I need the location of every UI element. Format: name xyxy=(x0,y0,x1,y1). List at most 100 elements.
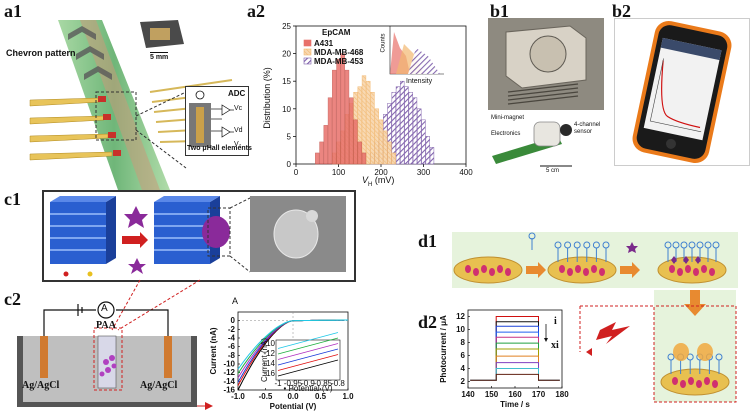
electrode-left-label: Ag/AgCl xyxy=(22,380,60,391)
d1-final-state xyxy=(656,318,734,400)
d1-stage2-probe-head-2 xyxy=(573,241,581,249)
d1-stage2-probe-head-0 xyxy=(554,241,562,249)
d1-free-probe-head xyxy=(528,232,536,240)
d1-final-platform xyxy=(660,368,730,396)
d1-final-dot-0 xyxy=(672,377,678,385)
iv-xtick-label-1: -0.5 xyxy=(259,392,273,401)
d1-stage3-dot-1 xyxy=(677,268,683,276)
a2-bar-MDA-MB-453-14 xyxy=(429,147,435,165)
a2-inset-peak-453 xyxy=(408,48,440,74)
a2-histogram: 0 100 200 300 400 0 5 10 15 20 25 A431 MDA-MB-468 MDA… xyxy=(262,18,482,190)
pc-ylabel: Photocurrent / μA xyxy=(439,315,448,383)
iv-series-5 xyxy=(237,319,348,370)
iv-ylabel: Current (nA) xyxy=(209,327,218,374)
d1-final-bound-2 xyxy=(697,343,713,361)
panel-label-a2: a2 xyxy=(247,1,265,21)
two-hall-elements-label: Two μHall elements xyxy=(187,145,252,152)
iv-inset-series-2 xyxy=(277,348,339,366)
iv-inset-ylabel: Current (nA) xyxy=(260,338,269,382)
iv-ytick-label-1: -2 xyxy=(228,325,236,334)
d1-stage3-dot-0 xyxy=(669,265,675,273)
c2-cell-drawing xyxy=(17,301,197,407)
iv-xtick-label-0: -1.0 xyxy=(231,392,245,401)
pc-ytick-label-5: 12 xyxy=(456,312,465,321)
a2-bar-MDA-MB-453-6 xyxy=(395,86,401,165)
iv-ytick-label-8: -16 xyxy=(223,386,235,395)
d1-arrow-2 xyxy=(620,262,640,278)
c1-schematic xyxy=(42,190,356,282)
pc-xtick-label-2: 160 xyxy=(508,390,522,399)
a2-xtick-label-0: 0 xyxy=(294,168,299,177)
b2-phone-drawing xyxy=(632,20,732,164)
d1-arrow-1 xyxy=(526,262,546,278)
electrode-right-label: Ag/AgCl xyxy=(140,380,178,391)
pc-xtick-label-1: 150 xyxy=(485,390,499,399)
a2-xtick-label-1: 100 xyxy=(332,168,346,177)
a2-ytick-label-2: 10 xyxy=(282,105,291,114)
iv-xtick-label-4: 1.0 xyxy=(342,392,354,401)
iv-corner-label: A xyxy=(232,296,239,306)
d1-stage3-probe-head-2 xyxy=(680,241,688,249)
c2-iv-chart: -1.0 -0.5 0.0 0.5 1.0 0 -2 -4 -6 -8 -10 -12 -14 -16 -1… xyxy=(209,296,360,415)
a2-bar-MDA-MB-468-14 xyxy=(391,152,396,165)
a2-bar-MDA-MB-453-13 xyxy=(425,136,430,165)
d1-final-dot-4 xyxy=(704,377,710,385)
d1-stage1-dot-1 xyxy=(473,268,479,276)
d1-stage1-dot-2 xyxy=(481,265,487,273)
d1-stage2-probe-head-1 xyxy=(564,241,572,249)
d1-scheme-drawing xyxy=(453,232,727,284)
a2-ytick-label-5: 25 xyxy=(282,22,291,31)
a2-bar-MDA-MB-453-11 xyxy=(417,108,422,165)
pc-ytick-label-3: 8 xyxy=(461,338,466,347)
d1-stage3-target-1 xyxy=(683,256,689,264)
d1-stage3-target-0 xyxy=(671,256,677,264)
b1-scale-label: 5 cm xyxy=(546,168,560,174)
electronics-label: Electronics xyxy=(491,131,521,137)
panel-label-c1: c1 xyxy=(4,189,21,209)
a2-legend-label-2: MDA-MB-453 xyxy=(314,57,364,66)
iv-inset-series-5 xyxy=(277,332,339,349)
four-channel-sensor-label: 4-channel sensor xyxy=(574,122,601,135)
iv-inset-xtick-label-2: -0.9 xyxy=(301,379,315,388)
iv-inset-xtick-label-3: -0.85 xyxy=(314,379,333,388)
vc-label: Vc xyxy=(234,105,243,112)
a2-legend-title: EpCAM xyxy=(322,28,351,37)
iv-inset-ytick-label-3: -16 xyxy=(263,369,275,378)
d2-label-xi: xi xyxy=(551,340,559,351)
a2-bar-MDA-MB-453-10 xyxy=(412,97,418,165)
a2-histogram-svg: 0 100 200 300 400 0 5 10 15 20 25 A431MDA-MB-468MDA… xyxy=(282,22,473,177)
iv-inset-ytick-label-2: -14 xyxy=(263,359,275,368)
pc-xtick-label-0: 140 xyxy=(461,390,475,399)
d1-final-bound-1 xyxy=(673,343,689,361)
d1-scheme xyxy=(452,232,738,288)
a2-xlabel-sub: H xyxy=(368,181,373,188)
a2-xtick-label-2: 200 xyxy=(374,168,388,177)
iv-ytick-label-7: -14 xyxy=(223,377,235,386)
iv-inset-ytick-label-1: -12 xyxy=(263,349,275,358)
a2-bar-A431-5 xyxy=(336,58,341,165)
d2-label-i: i xyxy=(554,316,557,327)
iv-inset-series-1 xyxy=(277,354,339,371)
a2-bar-MDA-MB-453-12 xyxy=(421,119,426,165)
d1-stage3-dot-3 xyxy=(693,268,699,276)
a2-bar-MDA-MB-468-12 xyxy=(383,130,388,165)
chevron-pattern-label: Chevron pattern xyxy=(6,48,76,58)
a2-xtick-label-4: 400 xyxy=(459,168,473,177)
d1-stage3-probe-head-5 xyxy=(704,241,712,249)
a2-bar-MDA-MB-468-11 xyxy=(378,119,384,165)
d1-stage3-probe-head-1 xyxy=(672,241,680,249)
vd-label: Vd xyxy=(234,127,243,134)
a2-ytick-label-0: 0 xyxy=(287,160,292,169)
c2-cell-diagram: A PAA Ag/AgCl Ag/AgCl xyxy=(14,300,206,408)
d1-final-state-drawing xyxy=(660,343,730,396)
d1-final-dot-3 xyxy=(696,380,702,388)
d1-stage1-platform xyxy=(453,256,523,284)
c1-schematic-drawing xyxy=(50,196,346,277)
photocurrent-chart-svg: 140 150 160 170 180 2 4 6 8 10 12 Time / s Photocurr… xyxy=(439,309,569,409)
a2-bar-A431-7 xyxy=(344,69,350,165)
pc-arrow-head xyxy=(544,338,548,342)
paa-label: PAA xyxy=(96,320,116,331)
d1-stage2-probe-head-5 xyxy=(602,241,610,249)
pc-xlabel: Time / s xyxy=(500,400,530,409)
a2-xlabel: VH (mV) xyxy=(362,175,394,188)
